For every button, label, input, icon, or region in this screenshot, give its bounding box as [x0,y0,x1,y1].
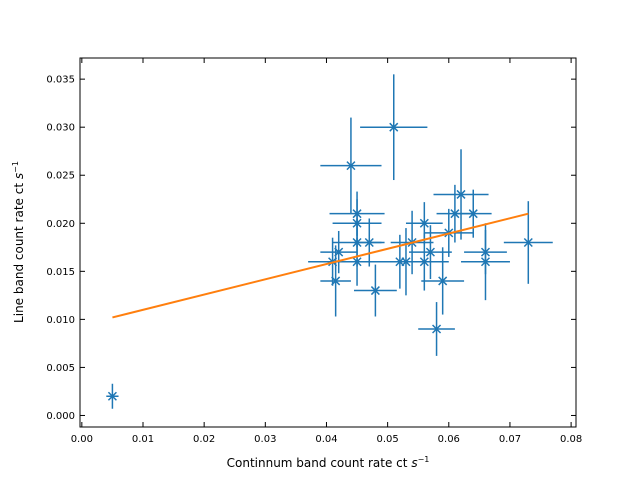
x-marker [468,209,478,219]
data-point [418,302,455,356]
x-tick-label: 0.01 [132,434,154,445]
data-point [433,149,489,240]
x-tick-label: 0.03 [254,434,276,445]
y-tick-label: 0.005 [46,363,75,374]
x-marker [107,391,117,401]
x-marker [419,218,429,228]
y-tick-label: 0.000 [46,411,75,422]
x-marker [450,209,460,219]
x-tick-label: 0.06 [438,434,460,445]
plot-frame [79,57,577,428]
data-point [454,189,492,238]
data-point [332,237,382,286]
y-tick-label: 0.020 [46,219,75,230]
x-axis-label: Continnum band count rate ct s−1 [227,455,430,470]
x-marker [352,257,362,267]
x-marker [432,324,442,334]
x-marker [419,257,429,267]
data-point [461,223,510,301]
data-point [320,230,358,274]
axis-ticks [80,58,576,427]
data-point [320,117,382,214]
x-marker [346,161,356,171]
y-axis-label: Line band count rate ct s−1 [11,161,26,323]
data-point [353,218,385,267]
x-marker [364,237,374,248]
x-tick-labels: 0.00 0.01 0.02 0.03 0.04 0.05 0.06 0.07 0.08 [71,434,583,445]
y-tick-label: 0.015 [46,267,75,278]
y-tick-label: 0.035 [46,75,75,86]
x-tick-label: 0.05 [376,434,398,445]
data-point [409,225,452,280]
x-tick-label: 0.02 [193,434,215,445]
y-tick-label: 0.030 [46,123,75,134]
data-point [421,247,465,315]
y-tick-label: 0.025 [46,171,75,182]
x-marker [438,276,448,286]
x-marker [334,247,344,257]
x-tick-label: 0.04 [315,434,337,445]
x-tick-label: 0.08 [560,434,582,445]
x-marker [370,286,380,296]
y-tick-labels: 0.000 0.005 0.010 0.015 0.020 0.025 0.030 0.035 [46,75,75,422]
plot-area [80,58,576,427]
fit-line-series [112,212,529,319]
data-point [360,74,428,181]
x-marker [425,247,435,257]
x-tick-label: 0.07 [499,434,521,445]
data-point [106,383,119,409]
y-tick-label: 0.010 [46,315,75,326]
x-marker [480,257,491,267]
data-point [503,201,553,284]
x-marker [456,189,466,199]
x-tick-label: 0.00 [71,434,93,445]
data-point [353,264,397,317]
fit-line [112,212,529,319]
x-marker [523,237,533,248]
x-marker [389,122,399,132]
